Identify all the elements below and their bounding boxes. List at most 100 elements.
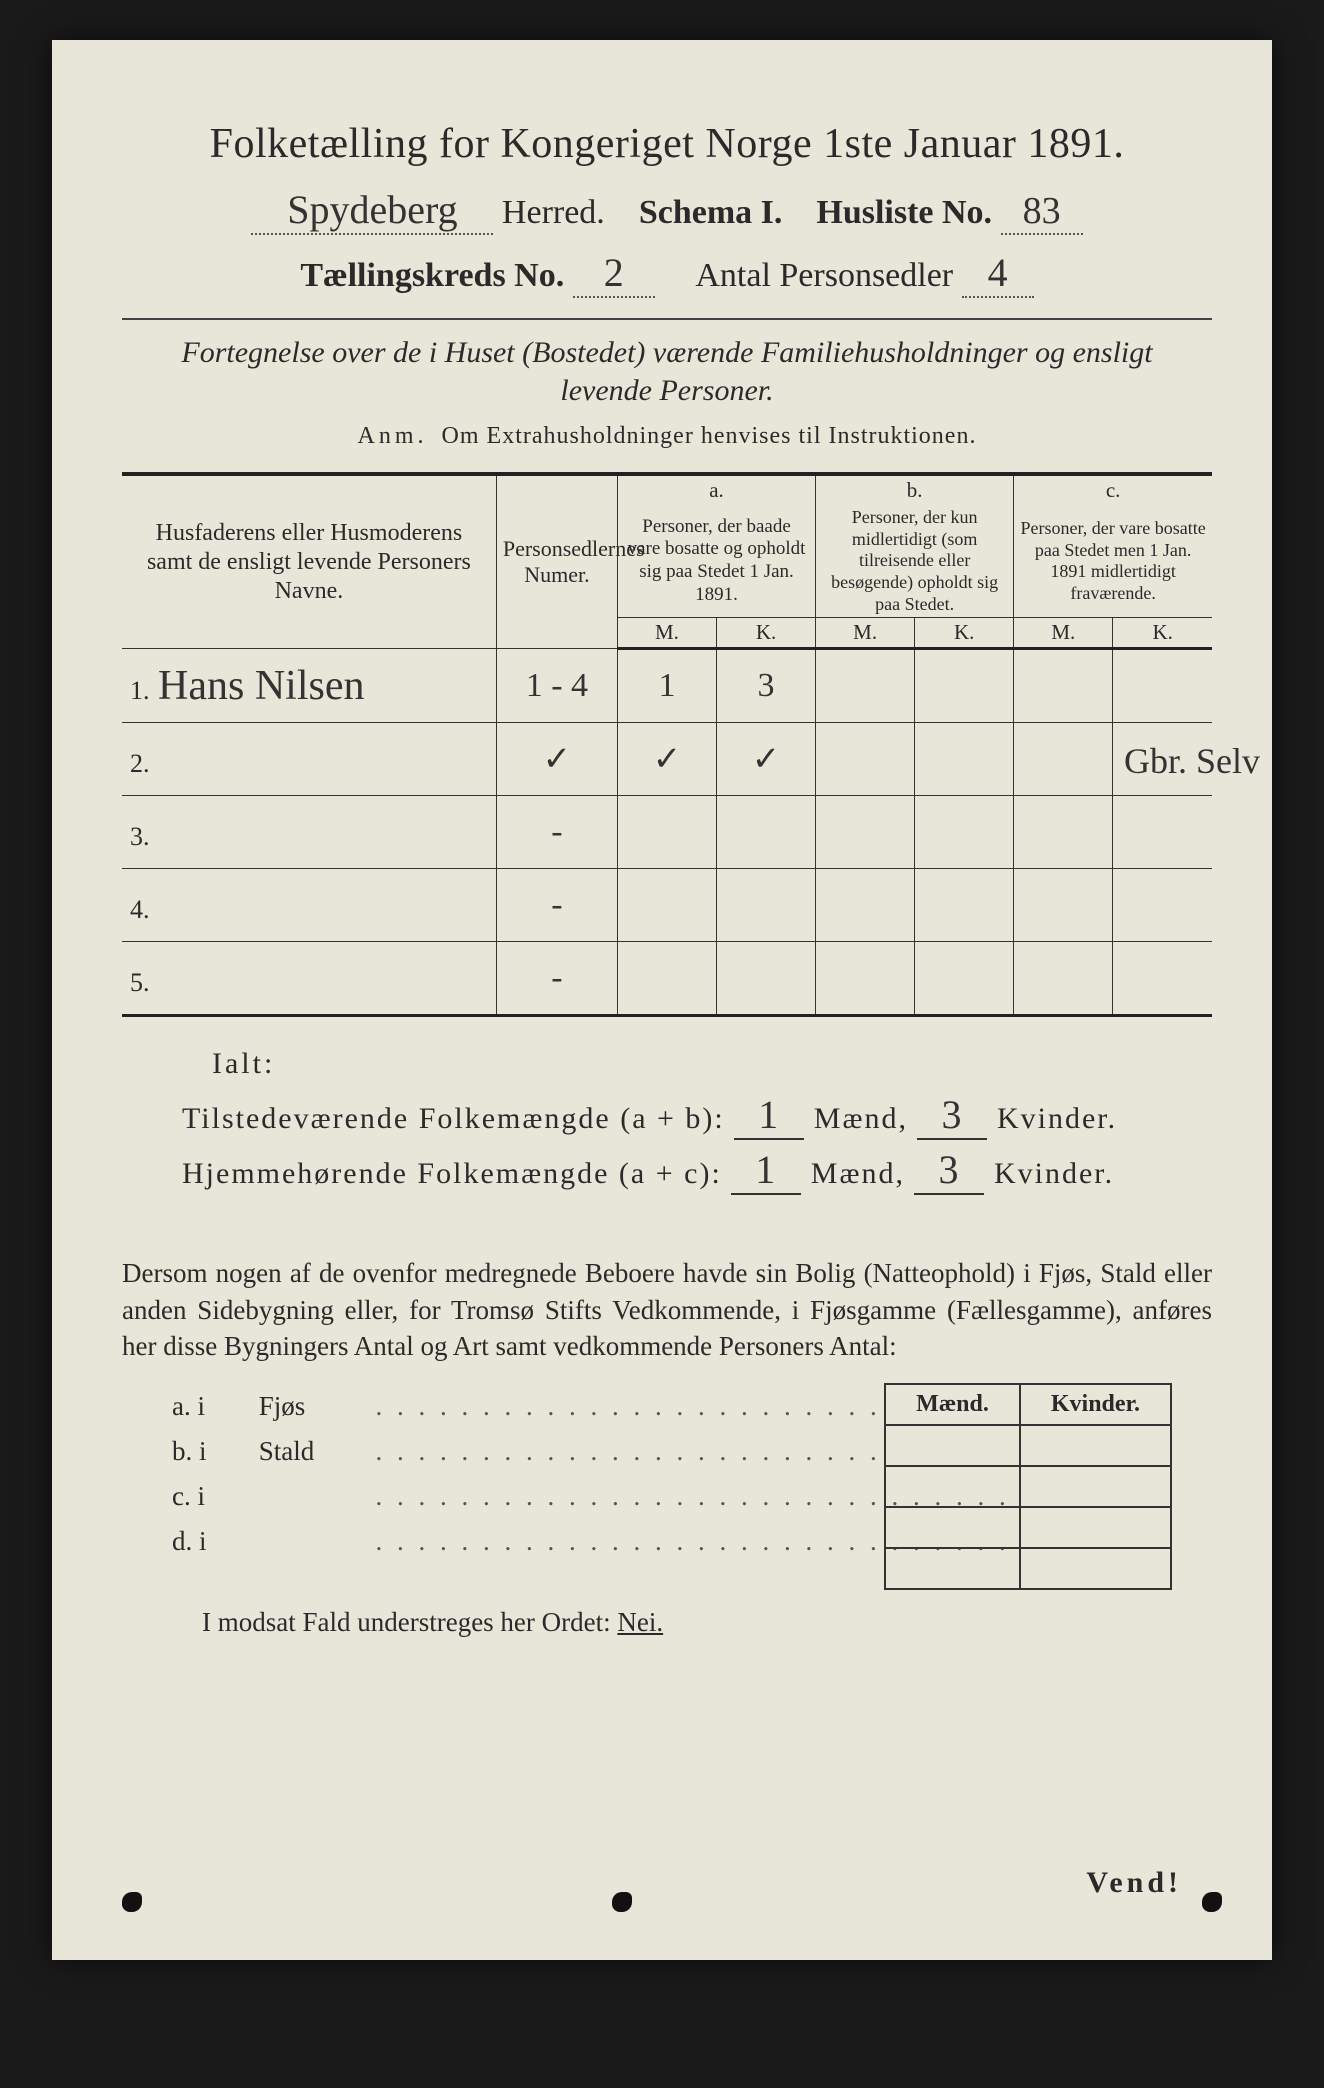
col-a-k: K. [717,618,816,649]
col-c-k: K. [1113,618,1212,649]
punch-hole-icon [1202,1892,1222,1912]
col-c-m: M. [1014,618,1113,649]
row-num-name: 4. [122,869,496,942]
cell-a-m: ✓ [617,723,716,796]
cell-b-k [915,942,1014,1016]
modsat-text: I modsat Fald understreges her Ordet: [202,1607,611,1637]
dots-icon: . . . . . . . . . . . . . . . . . . . . … [376,1391,881,1421]
row-num-name: 5. [122,942,496,1016]
row-num-name: 2. [122,723,496,796]
table-row: 1. Hans Nilsen1 - 413 [122,649,1212,723]
cell-c-m [1014,942,1113,1016]
schema-label: Schema I. [639,194,783,231]
cell-c-m [1014,796,1113,869]
personsedler-label: Antal Personsedler [695,257,953,294]
header-line-2: Spydeberg Herred. Schema I. Husliste No.… [122,186,1212,235]
anm-prefix: Anm. [358,423,428,449]
cell-c-k [1113,649,1212,723]
present-label: Tilstedeværende Folkemængde (a + b): [182,1102,725,1135]
husliste-value: 83 [1001,189,1083,235]
vend-label: Vend! [1086,1866,1182,1900]
anm-text: Om Extrahusholdninger henvises til Instr… [442,423,977,449]
resident-label: Hjemmehørende Folkemængde (a + c): [182,1157,722,1190]
kvinder-1: Kvinder. [997,1102,1117,1135]
mk-row-d-m [885,1548,1020,1589]
row-num-name: 1. Hans Nilsen [122,649,496,723]
dots-icon: . . . . . . . . . . . . . . . . . . . . … [376,1436,881,1466]
modsat-nei: Nei. [617,1607,663,1637]
cell-numer: - [496,869,617,942]
mk-row-d-k [1020,1548,1171,1589]
mk-row-c-k [1020,1507,1171,1548]
item-a-label: Fjøs [259,1391,369,1422]
item-c-lead: c. i [172,1481,252,1512]
item-d-lead: d. i [172,1526,252,1557]
totals-present: Tilstedeværende Folkemængde (a + b): 1 M… [182,1091,1212,1140]
cell-b-k [915,649,1014,723]
item-a-lead: a. i [172,1391,252,1422]
mk-k: Kvinder. [1020,1384,1171,1425]
resident-k: 3 [914,1146,984,1195]
item-b-lead: b. i [172,1436,252,1467]
punch-hole-icon [612,1892,632,1912]
cell-c-k [1113,942,1212,1016]
table-row: 2. ✓✓✓ [122,723,1212,796]
cell-c-m [1014,649,1113,723]
cell-a-m [617,796,716,869]
table-row: 5. - [122,942,1212,1016]
cell-a-k: 3 [717,649,816,723]
cell-b-k [915,796,1014,869]
cell-c-k [1113,869,1212,942]
kreds-label: Tællingskreds No. [300,257,564,294]
rule-1 [122,318,1212,320]
kreds-value: 2 [573,249,655,298]
herred-value: Spydeberg [251,186,493,235]
col-a-label: a. [617,474,815,505]
mk-row-c-m [885,1507,1020,1548]
cell-b-m [816,796,915,869]
census-form-page: Folketælling for Kongeriget Norge 1ste J… [52,40,1272,1960]
husliste-label: Husliste No. [816,194,992,231]
col-b-text: Personer, der kun midlertidigt (som tilr… [816,505,1014,617]
subtitle-line2: levende Personer. [560,374,773,407]
header-line-3: Tællingskreds No. 2 Antal Personsedler 4 [122,249,1212,298]
mk-m: Mænd. [885,1384,1020,1425]
table-row: 3. - [122,796,1212,869]
punch-hole-icon [122,1892,142,1912]
cell-c-m [1014,723,1113,796]
cell-numer: ✓ [496,723,617,796]
cell-b-k [915,869,1014,942]
present-k: 3 [917,1091,987,1140]
col-a-m: M. [617,618,716,649]
cell-a-m [617,942,716,1016]
modsat-line: I modsat Fald understreges her Ordet: Ne… [202,1607,1212,1638]
present-m: 1 [734,1091,804,1140]
subtitle: Fortegnelse over de i Huset (Bostedet) v… [122,334,1212,409]
cell-b-m [816,723,915,796]
ialt-label: Ialt: [212,1047,1212,1081]
col-b-k: K. [915,618,1014,649]
mk-row-a-m [885,1425,1020,1466]
cell-a-k [717,796,816,869]
cell-a-k [717,942,816,1016]
table-row: 4. - [122,869,1212,942]
col-b-m: M. [816,618,915,649]
cell-a-m [617,869,716,942]
maend-1: Mænd, [814,1102,908,1135]
cell-a-k [717,869,816,942]
kvinder-2: Kvinder. [994,1157,1114,1190]
resident-m: 1 [731,1146,801,1195]
cell-b-k [915,723,1014,796]
cell-b-m [816,942,915,1016]
item-b-label: Stald [259,1436,369,1467]
anm-line: Anm. Om Extrahusholdninger henvises til … [122,423,1212,450]
col-numer: Personsedlernes Numer. [496,474,617,649]
mk-row-b-k [1020,1466,1171,1507]
subtitle-line1: Fortegnelse over de i Huset (Bostedet) v… [181,336,1152,369]
cell-b-m [816,869,915,942]
totals-resident: Hjemmehørende Folkemængde (a + c): 1 Mæn… [182,1146,1212,1195]
maend-2: Mænd, [811,1157,905,1190]
household-table: Husfaderens eller Husmoderens samt de en… [122,472,1212,1017]
mk-table: Mænd. Kvinder. [884,1383,1172,1590]
col-c-label: c. [1014,474,1212,505]
